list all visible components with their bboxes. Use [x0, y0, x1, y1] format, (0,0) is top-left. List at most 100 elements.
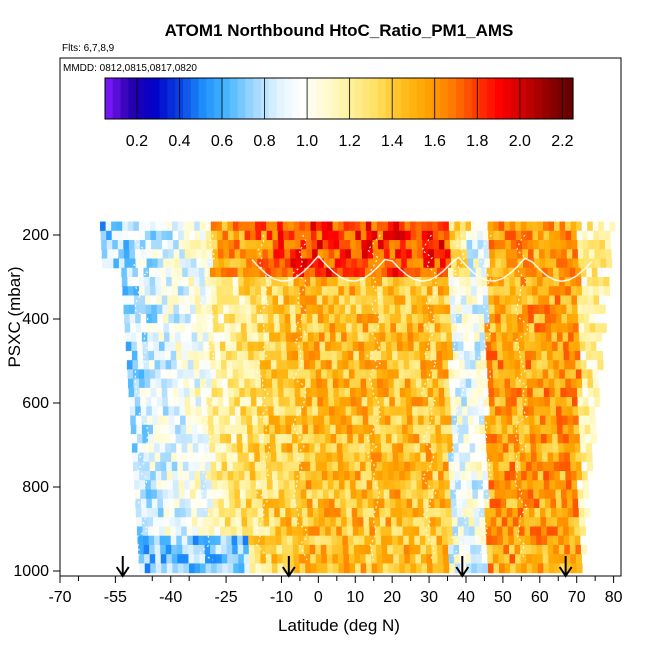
heatmap-cell — [307, 258, 314, 269]
heatmap-cell — [148, 350, 155, 361]
heatmap-cell — [171, 369, 178, 380]
heatmap-cell — [578, 406, 585, 417]
heatmap-cell — [568, 424, 575, 435]
heatmap-cell — [336, 434, 343, 444]
heatmap-cell — [236, 526, 243, 537]
colorbar-segment — [346, 78, 356, 119]
heatmap-cell — [538, 295, 545, 306]
heatmap-cell — [247, 424, 254, 435]
heatmap-cell — [232, 369, 239, 380]
heatmap-cell — [234, 249, 241, 260]
heatmap-cell — [516, 397, 523, 407]
heatmap-cell — [495, 313, 502, 324]
heatmap-cell — [340, 508, 347, 518]
heatmap-cell — [284, 397, 291, 407]
heatmap-cell — [260, 554, 267, 564]
heatmap-cell — [421, 387, 429, 398]
heatmap-cell — [293, 554, 300, 564]
heatmap-cell — [231, 434, 238, 444]
heatmap-cell — [245, 406, 252, 417]
heatmap-cell — [465, 221, 472, 232]
heatmap-cell — [107, 249, 114, 260]
heatmap-cell — [560, 489, 568, 500]
heatmap-cell — [510, 295, 517, 306]
heatmap-cell — [430, 341, 437, 352]
heatmap-cell — [415, 286, 422, 296]
heatmap-cell — [460, 230, 467, 241]
heatmap-cell — [213, 424, 220, 435]
heatmap-cell — [402, 341, 409, 352]
heatmap-cell — [315, 452, 322, 463]
heatmap-cell — [568, 434, 575, 444]
heatmap-cell — [349, 378, 356, 389]
heatmap-cell — [321, 277, 328, 287]
heatmap-cell — [495, 406, 502, 417]
heatmap-cell — [177, 286, 184, 296]
heatmap-cell — [566, 249, 573, 260]
heatmap-cell — [193, 277, 200, 287]
heatmap-cell — [472, 240, 479, 250]
heatmap-cell — [368, 424, 375, 435]
heatmap-cell — [411, 249, 418, 260]
heatmap-cell — [504, 286, 511, 296]
heatmap-cell — [215, 267, 222, 278]
heatmap-cell — [201, 498, 208, 509]
heatmap-cell — [402, 434, 409, 444]
heatmap-cell — [308, 434, 315, 444]
heatmap-cell — [265, 267, 272, 278]
heatmap-cell — [593, 230, 600, 241]
heatmap-cell — [389, 249, 396, 260]
heatmap-cell — [171, 461, 178, 472]
heatmap-cell — [266, 563, 273, 574]
heatmap-cell — [483, 304, 490, 315]
heatmap-cell — [335, 332, 342, 343]
heatmap-cell — [418, 517, 425, 527]
heatmap-cell — [399, 230, 406, 241]
heatmap-cell — [371, 221, 378, 232]
heatmap-cell — [519, 360, 526, 370]
heatmap-cell — [273, 313, 280, 324]
heatmap-cell — [339, 304, 346, 315]
heatmap-cell — [329, 323, 336, 333]
arrow-head — [115, 566, 130, 578]
heatmap-cell — [575, 452, 582, 463]
heatmap-cell — [487, 221, 494, 232]
heatmap-cell — [356, 498, 363, 509]
heatmap-cell — [562, 424, 569, 435]
heatmap-cell — [135, 406, 142, 417]
heatmap-cell — [482, 480, 489, 491]
heatmap-cell — [374, 517, 381, 527]
heatmap-cell — [393, 554, 400, 564]
heatmap-cell — [287, 277, 294, 287]
heatmap-cell — [101, 249, 108, 260]
heatmap-cell — [255, 286, 262, 296]
heatmap-cell — [160, 369, 167, 380]
heatmap-cell — [376, 461, 383, 472]
heatmap-cell — [155, 230, 163, 241]
heatmap-cell — [379, 332, 386, 343]
heatmap-cell — [160, 221, 168, 232]
heatmap-cell — [152, 258, 159, 269]
heatmap-cell — [196, 415, 203, 426]
heatmap-cell — [451, 424, 458, 435]
heatmap-cell — [576, 387, 584, 398]
heatmap-cell — [411, 489, 418, 500]
heatmap-cell — [570, 286, 577, 296]
heatmap-cell — [228, 295, 235, 306]
heatmap-cell — [152, 332, 159, 343]
heatmap-cell — [271, 221, 278, 232]
heatmap-cell — [165, 360, 172, 370]
heatmap-cell — [569, 535, 576, 546]
heatmap-cell — [226, 544, 233, 555]
heatmap-cell — [362, 415, 369, 426]
heatmap-cell — [284, 304, 291, 315]
heatmap-cell — [261, 480, 268, 491]
heatmap-cell — [207, 313, 214, 324]
heatmap-cell — [482, 295, 489, 306]
heatmap-cell — [129, 406, 136, 417]
heatmap-cell — [132, 360, 139, 370]
heatmap-cell — [264, 443, 271, 454]
heatmap-cell — [541, 434, 548, 444]
heatmap-cell — [420, 452, 427, 463]
heatmap-cell — [538, 489, 545, 500]
